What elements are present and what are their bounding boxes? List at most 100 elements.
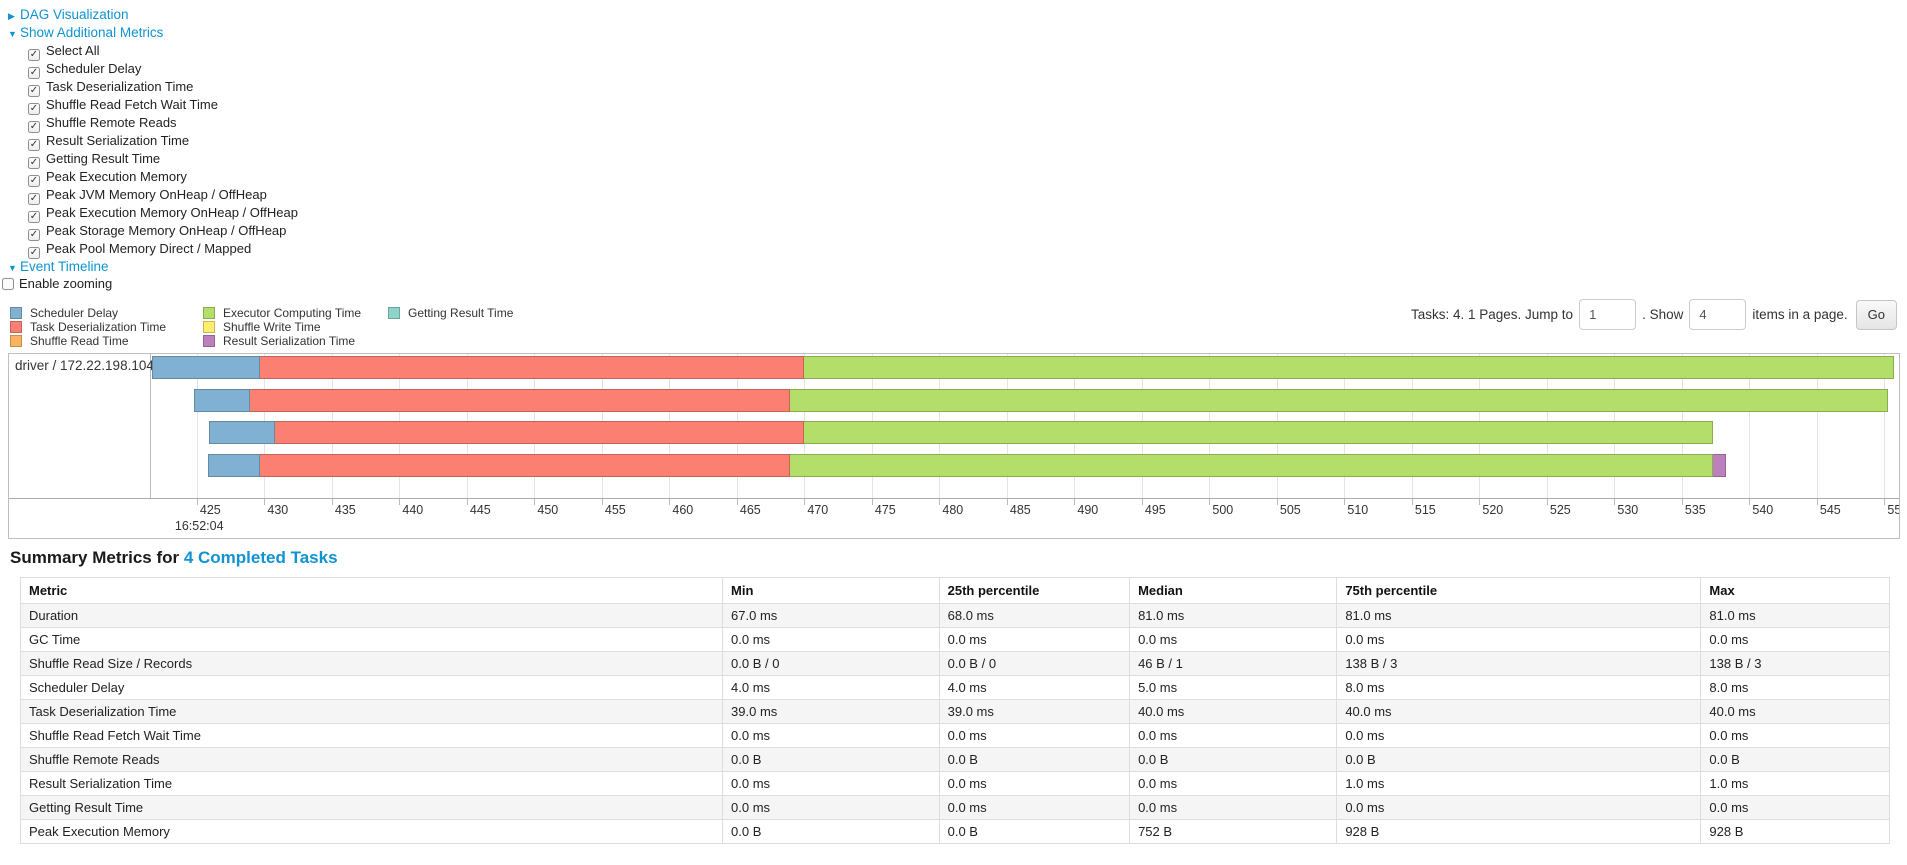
axis-tick-label: 505 — [1279, 503, 1301, 517]
executor-row-label: driver / 172.22.198.104 — [9, 354, 154, 498]
axis-tick-icon — [1411, 499, 1413, 505]
metric-checkbox[interactable] — [28, 175, 40, 187]
axis-tick-icon — [601, 499, 603, 505]
event-timeline-toggle[interactable]: ▼ Event Timeline — [0, 258, 1907, 276]
axis-tick-icon — [871, 499, 873, 505]
metric-checkbox[interactable] — [28, 211, 40, 223]
task-timeline-bar[interactable] — [152, 356, 1894, 379]
axis-tick-label: 425 — [199, 503, 221, 517]
items-per-page-input[interactable] — [1689, 299, 1747, 330]
legend-swatch-icon — [10, 307, 22, 319]
legend-item: Executor Computing Time — [203, 306, 388, 320]
task-segment-executor_computing — [789, 454, 1713, 477]
summary-value-cell: 138 B / 3 — [1336, 651, 1702, 676]
summary-header-row: Metric Min 25th percentile Median 75th perce… — [19, 577, 1890, 604]
task-segment-scheduler_delay — [194, 389, 250, 412]
metric-checkbox[interactable] — [28, 229, 40, 241]
axis-tick-icon — [804, 499, 806, 505]
go-button[interactable]: Go — [1855, 299, 1897, 330]
summary-table-row: Task Deserialization Time 39.0 ms 39.0 ms 4… — [19, 699, 1890, 724]
summary-value-cell: 928 B — [1336, 819, 1702, 844]
enable-zooming-checkbox[interactable] — [2, 278, 14, 290]
summary-value-cell: 0.0 ms — [722, 627, 940, 652]
task-timeline-bar[interactable] — [209, 421, 1713, 444]
task-segment-executor_computing — [804, 421, 1713, 444]
legend-swatch-icon — [203, 307, 215, 319]
summary-value-cell: 0.0 ms — [1336, 723, 1702, 748]
legend-column: Scheduler Delay Task Deserialization Time… — [10, 306, 203, 348]
summary-value-cell: 0.0 ms — [1336, 795, 1702, 820]
legend-column: Executor Computing Time Shuffle Write Tim… — [203, 306, 388, 348]
axis-tick-label: 500 — [1212, 503, 1234, 517]
summary-value-cell: 8.0 ms — [1336, 675, 1702, 700]
summary-table-row: Shuffle Remote Reads 0.0 B 0.0 B 0.0 B 0.0 B… — [19, 747, 1890, 772]
summary-value-cell: 46 B / 1 — [1129, 651, 1338, 676]
metric-checkbox-label: Peak Execution Memory OnHeap / OffHeap — [46, 205, 298, 220]
summary-table-row: GC Time 0.0 ms 0.0 ms 0.0 ms 0.0 ms 0.0 ms — [19, 627, 1890, 652]
axis-tick-icon — [399, 499, 401, 505]
axis-tick-label: 485 — [1009, 503, 1031, 517]
metric-checkbox[interactable] — [28, 139, 40, 151]
summary-value-cell: 8.0 ms — [1700, 675, 1890, 700]
metric-checkbox-item: Scheduler Delay — [28, 60, 1907, 79]
summary-table-row: Getting Result Time 0.0 ms 0.0 ms 0.0 ms 0.0… — [19, 795, 1890, 820]
metric-checkbox-label: Shuffle Remote Reads — [46, 115, 177, 130]
metric-checkbox[interactable] — [28, 247, 40, 259]
metric-checkbox[interactable] — [28, 193, 40, 205]
dag-visualization-label: DAG Visualization — [20, 7, 129, 22]
axis-tick-icon — [1546, 499, 1548, 505]
axis-tick-icon — [1816, 499, 1818, 505]
show-additional-metrics-toggle[interactable]: ▼ Show Additional Metrics — [0, 24, 1907, 42]
legend-item-label: Executor Computing Time — [223, 306, 362, 320]
metric-checkbox-label: Peak JVM Memory OnHeap / OffHeap — [46, 187, 267, 202]
jump-to-page-input[interactable] — [1579, 299, 1637, 330]
task-segment-task_deserialization — [260, 356, 805, 379]
axis-tick-icon — [331, 499, 333, 505]
legend-item: Scheduler Delay — [10, 306, 203, 320]
metric-checkbox[interactable] — [28, 121, 40, 133]
axis-tick-icon — [939, 499, 941, 505]
summary-metric-cell: Shuffle Read Fetch Wait Time — [19, 723, 724, 748]
legend-swatch-icon — [203, 335, 215, 347]
summary-value-cell: 0.0 ms — [1129, 771, 1338, 796]
axis-tick-label: 460 — [672, 503, 694, 517]
metric-checkbox-label: Peak Execution Memory — [46, 169, 187, 184]
axis-tick-label: 545 — [1819, 503, 1841, 517]
metric-checkbox[interactable] — [28, 157, 40, 169]
summary-value-cell: 0.0 ms — [1700, 627, 1890, 652]
expanded-arrow-icon: ▼ — [8, 263, 17, 273]
enable-zooming-row: Enable zooming — [0, 276, 1907, 292]
completed-tasks-link[interactable]: 4 Completed Tasks — [183, 548, 338, 567]
dag-visualization-toggle[interactable]: ▶ DAG Visualization — [0, 6, 1907, 24]
task-timeline-bar[interactable] — [207, 454, 1727, 477]
metric-checkbox-item: Task Deserialization Time — [28, 78, 1907, 97]
axis-tick-label: 495 — [1144, 503, 1166, 517]
summary-metrics-table: Metric Min 25th percentile Median 75th perce… — [19, 577, 1890, 844]
timeline-gridline — [1884, 354, 1886, 498]
metric-checkbox[interactable] — [28, 67, 40, 79]
metric-checkbox[interactable] — [28, 85, 40, 97]
metric-checkbox-item: Peak Storage Memory OnHeap / OffHeap — [28, 222, 1907, 241]
summary-value-cell: 5.0 ms — [1129, 675, 1338, 700]
pagination-between-label: . Show — [1642, 307, 1684, 322]
summary-value-cell: 81.0 ms — [1129, 603, 1338, 628]
axis-tick-icon — [1479, 499, 1481, 505]
metric-checkbox-label: Scheduler Delay — [46, 61, 142, 76]
metric-checkbox-item: Select All — [28, 42, 1907, 61]
axis-tick-label: 510 — [1347, 503, 1369, 517]
summary-value-cell: 40.0 ms — [1129, 699, 1338, 724]
metric-checkbox[interactable] — [28, 103, 40, 115]
metric-checkbox[interactable] — [28, 49, 40, 61]
axis-tick-label: 450 — [537, 503, 559, 517]
axis-tick-icon — [1884, 499, 1886, 505]
summary-value-cell: 138 B / 3 — [1700, 651, 1890, 676]
metric-checkbox-label: Peak Pool Memory Direct / Mapped — [46, 241, 252, 256]
summary-value-cell: 0.0 ms — [1700, 723, 1890, 748]
legend-item: Shuffle Write Time — [203, 320, 388, 334]
task-timeline-bar[interactable] — [194, 389, 1889, 412]
summary-value-cell: 0.0 ms — [1129, 795, 1338, 820]
axis-tick-label: 435 — [334, 503, 356, 517]
summary-value-cell: 0.0 B — [722, 819, 940, 844]
summary-value-cell: 0.0 ms — [938, 627, 1131, 652]
